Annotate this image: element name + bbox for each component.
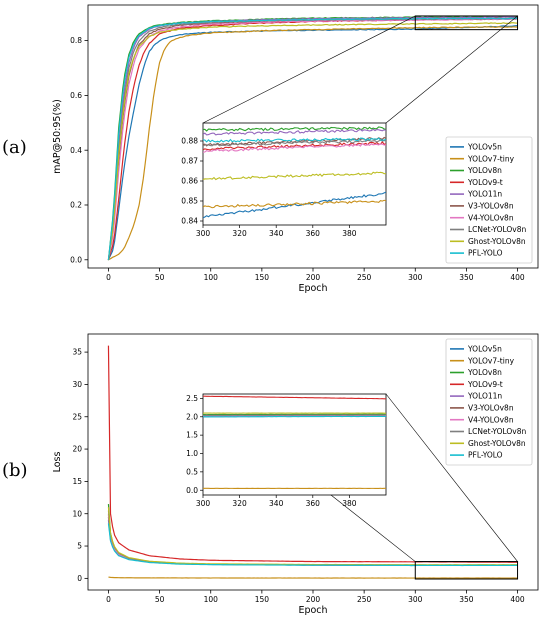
y-axis-title: mAP@50:95(%) xyxy=(52,99,63,174)
inset-x-tick-label: 360 xyxy=(306,499,321,508)
x-tick-label: 400 xyxy=(510,595,525,604)
x-tick-label: 0 xyxy=(106,273,111,282)
inset-x-tick-label: 380 xyxy=(342,229,357,238)
inset-y-tick-label: 0.86 xyxy=(181,177,198,186)
x-tick-label: 200 xyxy=(306,595,321,604)
legend-label: YOLO11n xyxy=(467,392,502,401)
inset-y-tick-label: 0.87 xyxy=(181,157,198,166)
legend-label: Ghost-YOLOv8n xyxy=(468,237,526,246)
inset-x-tick-label: 300 xyxy=(196,229,211,238)
y-tick-label: 0.8 xyxy=(70,36,82,45)
x-tick-label: 0 xyxy=(106,595,111,604)
y-tick-label: 25 xyxy=(72,412,82,421)
inset-y-tick-label: 2.5 xyxy=(186,394,198,403)
y-tick-label: 20 xyxy=(72,445,82,454)
inset-y-tick-label: 0.88 xyxy=(181,137,198,146)
y-tick-label: 15 xyxy=(72,477,82,486)
y-axis-title: Loss xyxy=(52,452,63,473)
y-tick-label: 5 xyxy=(77,542,82,551)
inset-x-tick-label: 340 xyxy=(269,499,284,508)
x-tick-label: 400 xyxy=(510,273,525,282)
panel-label-a: (a) xyxy=(2,137,27,158)
legend-label: V4-YOLOv8n xyxy=(468,415,514,424)
inset-y-tick-label: 0.85 xyxy=(181,197,198,206)
x-axis-title: Epoch xyxy=(298,605,327,616)
y-tick-label: 35 xyxy=(72,348,82,357)
inset-plot: 300 320 340 360 380 0.84 0.85 0.86 0.87 0.88 xyxy=(181,123,386,238)
inset-y-tick-label: 0.0 xyxy=(186,486,198,495)
x-tick-label: 200 xyxy=(306,273,321,282)
inset-y-tick-label: 0.5 xyxy=(186,467,198,476)
legend: YOLOv5n YOLOv7-tiny YOLOv8n YOLOv9-t YOLO11n… xyxy=(446,137,532,263)
inset-plot: 300 320 340 360 380 0.0 0.5 1.0 1.5 2.0 2.5 xyxy=(186,394,386,508)
inset-x-tick-label: 360 xyxy=(306,229,321,238)
y-tick-label: 0.2 xyxy=(70,201,82,210)
x-tick-label: 100 xyxy=(204,595,219,604)
inset-x-tick-label: 320 xyxy=(232,499,247,508)
legend-label: V3-YOLOv8n xyxy=(468,404,514,413)
legend-label: YOLOv8n xyxy=(467,368,502,377)
inset-frame xyxy=(203,394,386,495)
x-tick-label: 50 xyxy=(155,273,165,282)
legend-label: YOLOv5n xyxy=(467,345,502,354)
chart-a-map: 0 50 100 150 200 250 300 350 400 0.0 0.2 0.4 0.6 0.8 E… xyxy=(52,5,538,294)
inset-y-tick-label: 1.0 xyxy=(186,449,198,458)
legend-label: YOLOv9-t xyxy=(467,178,503,187)
legend-label: V3-YOLOv8n xyxy=(468,202,514,211)
inset-x-tick-label: 320 xyxy=(232,229,247,238)
inset-x-tick-label: 340 xyxy=(269,229,284,238)
x-tick-label: 50 xyxy=(155,595,165,604)
x-tick-label: 100 xyxy=(204,273,219,282)
y-tick-label: 10 xyxy=(72,509,82,518)
x-tick-label: 300 xyxy=(408,595,423,604)
inset-y-tick-label: 1.5 xyxy=(186,431,198,440)
x-tick-label: 300 xyxy=(408,273,423,282)
panel-label-b: (b) xyxy=(2,460,28,481)
legend-label: V4-YOLOv8n xyxy=(468,213,514,222)
y-tick-label: 0 xyxy=(77,574,82,583)
inset-y-tick-label: 0.84 xyxy=(181,217,198,226)
legend-label: YOLOv7-tiny xyxy=(467,154,515,163)
inset-x-tick-label: 380 xyxy=(342,499,357,508)
legend-label: PFL-YOLO xyxy=(468,249,503,258)
legend-label: YOLO11n xyxy=(467,190,502,199)
legend-label: LCNet-YOLOv8n xyxy=(468,225,526,234)
x-tick-label: 350 xyxy=(459,595,474,604)
legend-label: YOLOv8n xyxy=(467,166,502,175)
legend-label: Ghost-YOLOv8n xyxy=(468,439,526,448)
inset-y-tick-label: 2.0 xyxy=(186,412,198,421)
x-tick-label: 150 xyxy=(255,273,270,282)
x-tick-label: 150 xyxy=(255,595,270,604)
inset-x-tick-label: 300 xyxy=(196,499,211,508)
x-axis-title: Epoch xyxy=(298,283,327,294)
x-tick-label: 250 xyxy=(357,595,372,604)
legend: YOLOv5n YOLOv7-tiny YOLOv8n YOLOv9-t YOLO11n… xyxy=(446,339,532,465)
x-tick-label: 350 xyxy=(459,273,474,282)
legend-label: YOLOv9-t xyxy=(467,380,503,389)
y-tick-label: 0.0 xyxy=(70,255,82,264)
y-tick-label: 0.6 xyxy=(70,91,82,100)
legend-label: PFL-YOLO xyxy=(468,451,503,460)
x-tick-label: 250 xyxy=(357,273,372,282)
legend-label: YOLOv7-tiny xyxy=(467,356,515,365)
chart-b-loss: 0 50 100 150 200 250 300 350 400 0 5 10 15 20 25 30 35 Ep… xyxy=(52,334,538,616)
y-tick-label: 0.4 xyxy=(70,146,82,155)
legend-label: LCNet-YOLOv8n xyxy=(468,427,526,436)
legend-label: YOLOv5n xyxy=(467,143,502,152)
y-tick-label: 30 xyxy=(72,380,82,389)
